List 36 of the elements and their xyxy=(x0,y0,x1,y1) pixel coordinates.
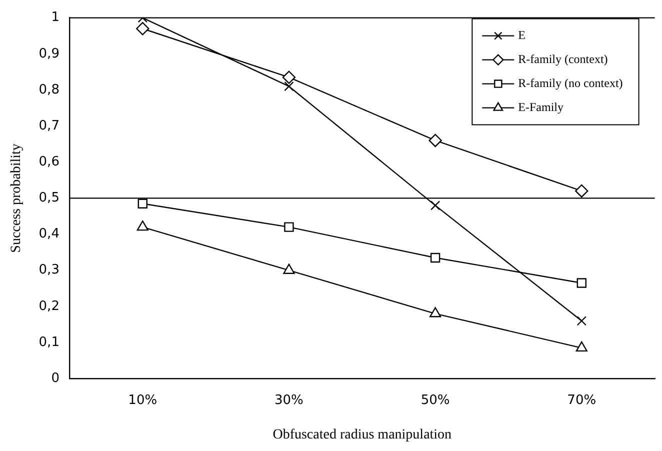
point xyxy=(430,252,440,263)
point xyxy=(284,222,294,232)
point xyxy=(283,264,295,274)
x-axis-title: Obfuscated radius manipulation xyxy=(272,427,452,442)
point xyxy=(428,134,442,148)
y-axis-title: Success probability xyxy=(9,144,24,253)
y-tick-label: 1 xyxy=(51,10,60,26)
point xyxy=(136,220,148,231)
x-tick-label: 50% xyxy=(420,392,450,408)
point xyxy=(282,70,296,84)
point xyxy=(575,184,588,198)
y-tick-label: 0 xyxy=(51,370,60,386)
y-tick-label: 0,6 xyxy=(38,154,60,170)
y-tick-label: 0,2 xyxy=(38,298,60,314)
x-tick-label: 70% xyxy=(567,392,596,408)
y-tick-label: 0,1 xyxy=(38,334,60,350)
point xyxy=(136,22,150,36)
x-tick-label: 10% xyxy=(128,392,158,408)
x-tick-label: 30% xyxy=(274,392,304,408)
point xyxy=(430,200,440,210)
point xyxy=(576,316,586,326)
legend-label: E xyxy=(518,28,526,42)
point xyxy=(576,341,588,352)
y-tick-label: 0,8 xyxy=(38,82,60,98)
legend-label: R-family (context) xyxy=(518,52,608,66)
point xyxy=(576,278,586,288)
y-tick-label: 0,5 xyxy=(38,190,60,206)
point xyxy=(430,307,442,318)
y-tick-label: 0,3 xyxy=(38,262,60,278)
legend-label: R-family (no context) xyxy=(518,76,623,90)
point xyxy=(138,198,148,208)
legend-label: E-Family xyxy=(518,100,564,114)
y-tick-label: 0,9 xyxy=(38,46,60,62)
point xyxy=(284,82,294,92)
y-tick-label: 0,7 xyxy=(38,118,60,134)
y-tick-label: 0,4 xyxy=(38,226,60,242)
